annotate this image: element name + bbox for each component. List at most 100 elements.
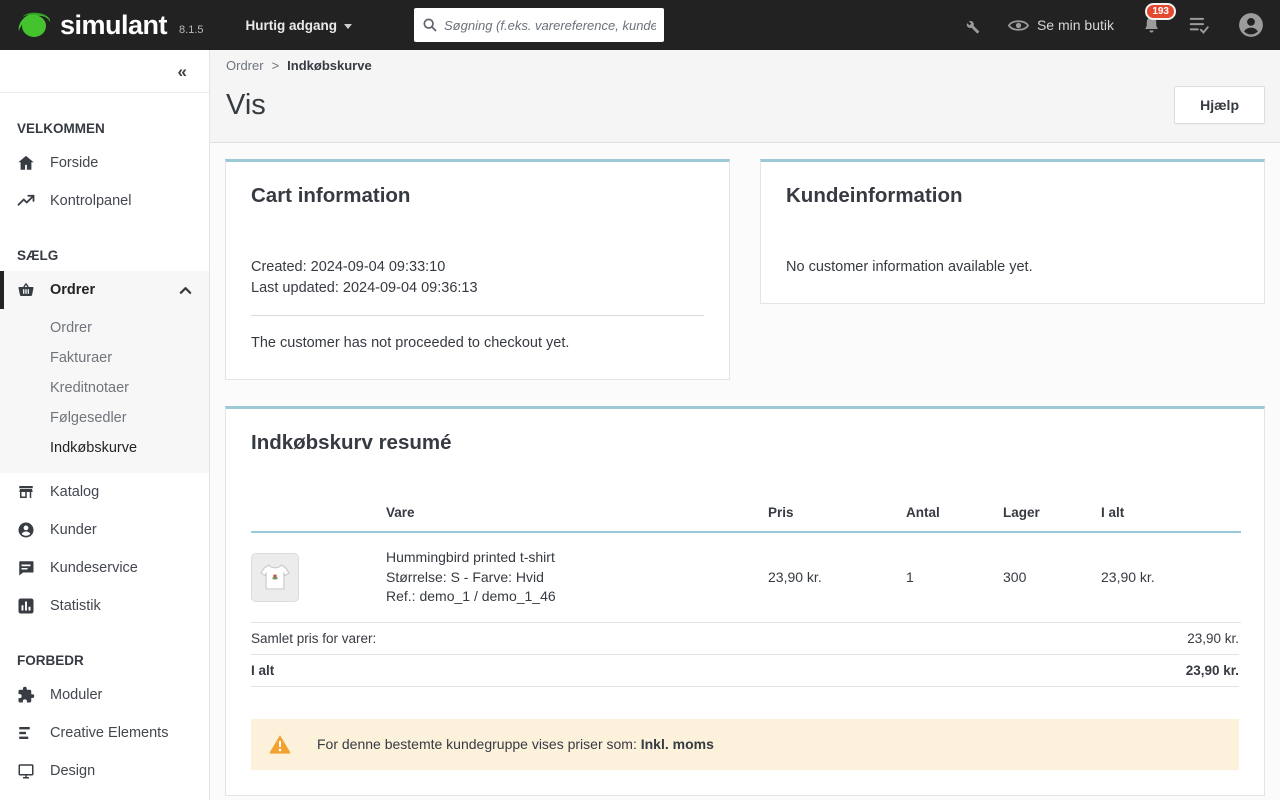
brand-name: simulant — [60, 9, 168, 40]
quick-access-label: Hurtig adgang — [245, 17, 338, 33]
cart-summary-card: Indkøbskurv resumé Vare Pris Antal — [225, 406, 1265, 796]
sidebar-item-label: Creative Elements — [50, 725, 169, 741]
product-stock: 300 — [1003, 532, 1101, 623]
search-icon[interactable] — [422, 17, 438, 33]
view-shop-label: Se min butik — [1036, 17, 1114, 33]
breadcrumb-separator: > — [271, 58, 280, 73]
store-icon — [17, 483, 35, 501]
sidebar-item-design[interactable]: Design — [0, 752, 209, 790]
sidebar-subitem-indkobskurve[interactable]: Indkøbskurve — [50, 440, 138, 456]
sidebar-subitem-ordrer[interactable]: Ordrer — [50, 320, 92, 336]
column-header-lager: Lager — [1003, 505, 1101, 533]
divider — [251, 315, 704, 316]
sidebar-item-label: Forside — [50, 155, 99, 171]
sidebar-heading-saelg: SÆLG — [17, 248, 59, 263]
chevron-down-icon — [344, 23, 352, 29]
debug-wrench-icon[interactable] — [960, 15, 980, 35]
sidebar: « VELKOMMEN Forside Kontrolpanel — [0, 50, 210, 800]
sidebar-item-label: Moduler — [50, 687, 103, 703]
monitor-icon — [17, 762, 35, 780]
view-shop-link[interactable]: Se min butik — [1007, 17, 1114, 33]
trending-up-icon — [17, 192, 35, 210]
profile-avatar-icon[interactable] — [1238, 12, 1264, 38]
global-search — [414, 8, 664, 42]
tax-display-warning: For denne bestemte kundegruppe vises pri… — [251, 718, 1239, 770]
sidebar-item-label: Kontrolpanel — [50, 193, 132, 209]
page-header: Ordrer > Indkøbskurve Vis Hjælp — [210, 50, 1280, 143]
notifications-count-badge: 193 — [1145, 3, 1176, 20]
page-title: Vis — [226, 88, 266, 121]
product-quantity: 1 — [906, 532, 1003, 623]
sidebar-subitem-kreditnotaer[interactable]: Kreditnotaer — [50, 380, 129, 396]
sidebar-item-label: Kundeservice — [50, 560, 138, 576]
product-variant: Størrelse: S - Farve: Hvid — [386, 568, 544, 585]
column-header-image — [251, 505, 386, 533]
products-total-row: Samlet pris for varer: 23,90 kr. — [251, 623, 1239, 655]
quick-access-menu[interactable]: Hurtig adgang — [245, 17, 352, 33]
sidebar-subitem-folgesedler[interactable]: Følgesedler — [50, 410, 127, 426]
grand-total-value: 23,90 kr. — [1185, 662, 1239, 678]
sidebar-heading-forbedr: FORBEDR — [17, 653, 84, 668]
sidebar-item-label: Statistik — [50, 598, 101, 614]
sidebar-item-label: Kunder — [50, 522, 97, 538]
warning-emphasis: Inkl. moms — [640, 736, 714, 752]
product-row: Hummingbird printed t-shirt Størrelse: S… — [251, 532, 1241, 623]
chevron-up-icon — [179, 286, 192, 295]
home-icon — [17, 154, 35, 172]
cart-information-card: Cart information Created: 2024-09-04 09:… — [225, 159, 730, 380]
help-button[interactable]: Hjælp — [1174, 86, 1265, 124]
products-total-label: Samlet pris for varer: — [251, 630, 377, 646]
breadcrumb-parent[interactable]: Ordrer — [226, 58, 264, 73]
cart-created-date: Created: 2024-09-04 09:33:10 — [251, 259, 446, 275]
sidebar-item-ordrer[interactable]: Ordrer — [0, 271, 209, 309]
product-price: 23,90 kr. — [768, 532, 906, 623]
column-header-pris: Pris — [768, 505, 906, 533]
breadcrumb: Ordrer > Indkøbskurve — [226, 58, 1265, 73]
cart-information-title: Cart information — [251, 184, 411, 207]
sidebar-item-kunder[interactable]: Kunder — [0, 511, 209, 549]
sidebar-heading-velkommen: VELKOMMEN — [17, 121, 105, 136]
products-total-value: 23,90 kr. — [1187, 630, 1239, 646]
grand-total-row: I alt 23,90 kr. — [251, 655, 1239, 687]
warning-icon — [269, 734, 291, 754]
column-header-antal: Antal — [906, 505, 1003, 533]
brand-logo[interactable]: simulant — [16, 9, 168, 41]
sidebar-item-moduler[interactable]: Moduler — [0, 676, 209, 714]
sidebar-item-forside[interactable]: Forside — [0, 144, 209, 182]
puzzle-icon — [17, 686, 35, 704]
sidebar-item-katalog[interactable]: Katalog — [0, 473, 209, 511]
notifications-bell-icon[interactable]: 193 — [1142, 3, 1176, 35]
topbar: simulant 8.1.5 Hurtig adgang Se min — [0, 0, 1280, 50]
cart-products-table: Vare Pris Antal Lager I alt — [251, 505, 1241, 623]
sidebar-item-kundeservice[interactable]: Kundeservice — [0, 549, 209, 587]
cart-checkout-status: The customer has not proceeded to checko… — [251, 335, 570, 351]
customer-empty-message: No customer information available yet. — [786, 259, 1033, 275]
customer-information-title: Kundeinformation — [786, 184, 963, 207]
search-input[interactable] — [444, 17, 656, 33]
activity-list-icon[interactable] — [1189, 16, 1210, 34]
bar-chart-icon — [17, 597, 35, 615]
sidebar-item-statistik[interactable]: Statistik — [0, 587, 209, 625]
sidebar-item-kontrolpanel[interactable]: Kontrolpanel — [0, 182, 209, 220]
sidebar-group-ordrer: Ordrer Ordrer Fakturaer Kreditnotaer Føl… — [0, 271, 209, 473]
breadcrumb-current: Indkøbskurve — [287, 58, 372, 73]
eye-icon — [1007, 18, 1029, 33]
basket-icon — [17, 281, 35, 299]
person-circle-icon — [17, 521, 35, 539]
version-label: 8.1.5 — [179, 24, 204, 36]
column-header-ialt: I alt — [1101, 505, 1241, 533]
sidebar-item-creative-elements[interactable]: Creative Elements — [0, 714, 209, 752]
sidebar-submenu-ordrer: Ordrer Fakturaer Kreditnotaer Følgesedle… — [0, 309, 209, 473]
warning-text: For denne bestemte kundegruppe vises pri… — [317, 736, 641, 752]
product-reference: Ref.: demo_1 / demo_1_46 — [386, 588, 556, 604]
sidebar-collapse-button[interactable]: « — [177, 61, 187, 81]
sidebar-item-label: Ordrer — [50, 282, 96, 298]
sidebar-subitem-fakturaer[interactable]: Fakturaer — [50, 350, 113, 366]
product-total: 23,90 kr. — [1101, 532, 1241, 623]
sidebar-item-label: Design — [50, 763, 96, 779]
product-thumbnail — [251, 552, 299, 602]
product-name: Hummingbird printed t-shirt — [386, 549, 555, 565]
layers-bars-icon — [17, 724, 35, 742]
column-header-vare: Vare — [386, 505, 768, 533]
main-content: Ordrer > Indkøbskurve Vis Hjælp Cart inf… — [210, 50, 1280, 800]
